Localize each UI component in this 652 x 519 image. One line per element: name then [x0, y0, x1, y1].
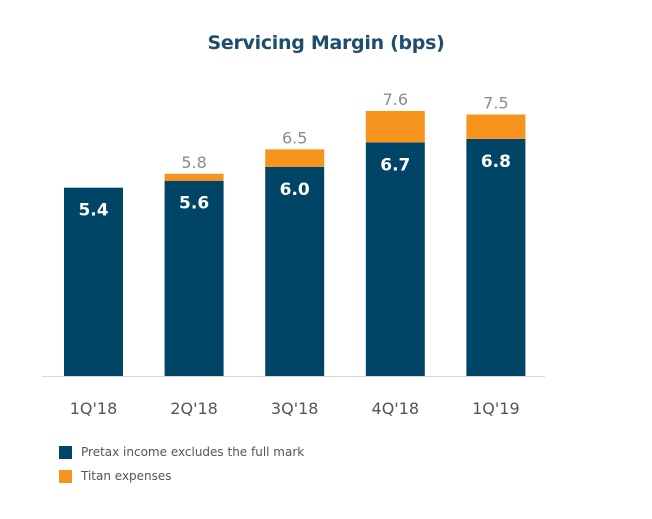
total-value-label: 7.5 [483, 93, 508, 112]
total-value-label: 7.6 [383, 90, 408, 109]
bar-pretax [64, 187, 123, 376]
legend-label-pretax: Pretax income excludes the full mark [81, 445, 305, 459]
legend: Pretax income excludes the full mark Tit… [59, 440, 304, 488]
bar-value-label: 6.7 [380, 155, 410, 175]
bar-titan [466, 114, 526, 139]
x-tick-label: 1Q'18 [70, 399, 118, 418]
bar-titan [365, 111, 425, 143]
x-tick-label: 3Q'18 [271, 399, 319, 418]
x-tick-label: 1Q'19 [472, 399, 520, 418]
total-value-label: 6.5 [282, 128, 307, 147]
bar-value-label: 6.8 [481, 152, 511, 172]
x-tick-label: 2Q'18 [170, 399, 218, 418]
bar-value-label: 6.0 [280, 180, 310, 200]
bar-value-label: 5.4 [78, 201, 108, 221]
legend-swatch-pretax [59, 445, 72, 459]
legend-label-titan: Titan expenses [81, 469, 172, 483]
bar-titan [265, 149, 325, 167]
legend-item-pretax: Pretax income excludes the full mark [59, 440, 304, 464]
bar-pretax [466, 138, 526, 376]
bar-pretax [265, 166, 325, 376]
x-tick-label: 4Q'18 [372, 399, 420, 418]
bar-pretax [365, 142, 425, 376]
legend-item-titan: Titan expenses [59, 464, 304, 488]
bar-value-label: 5.6 [179, 194, 209, 214]
bar-pretax [164, 180, 224, 376]
chart-title: Servicing Margin (bps) [207, 32, 445, 54]
total-value-label: 5.8 [181, 153, 206, 172]
bar-titan [164, 173, 224, 181]
legend-swatch-titan [59, 469, 72, 483]
